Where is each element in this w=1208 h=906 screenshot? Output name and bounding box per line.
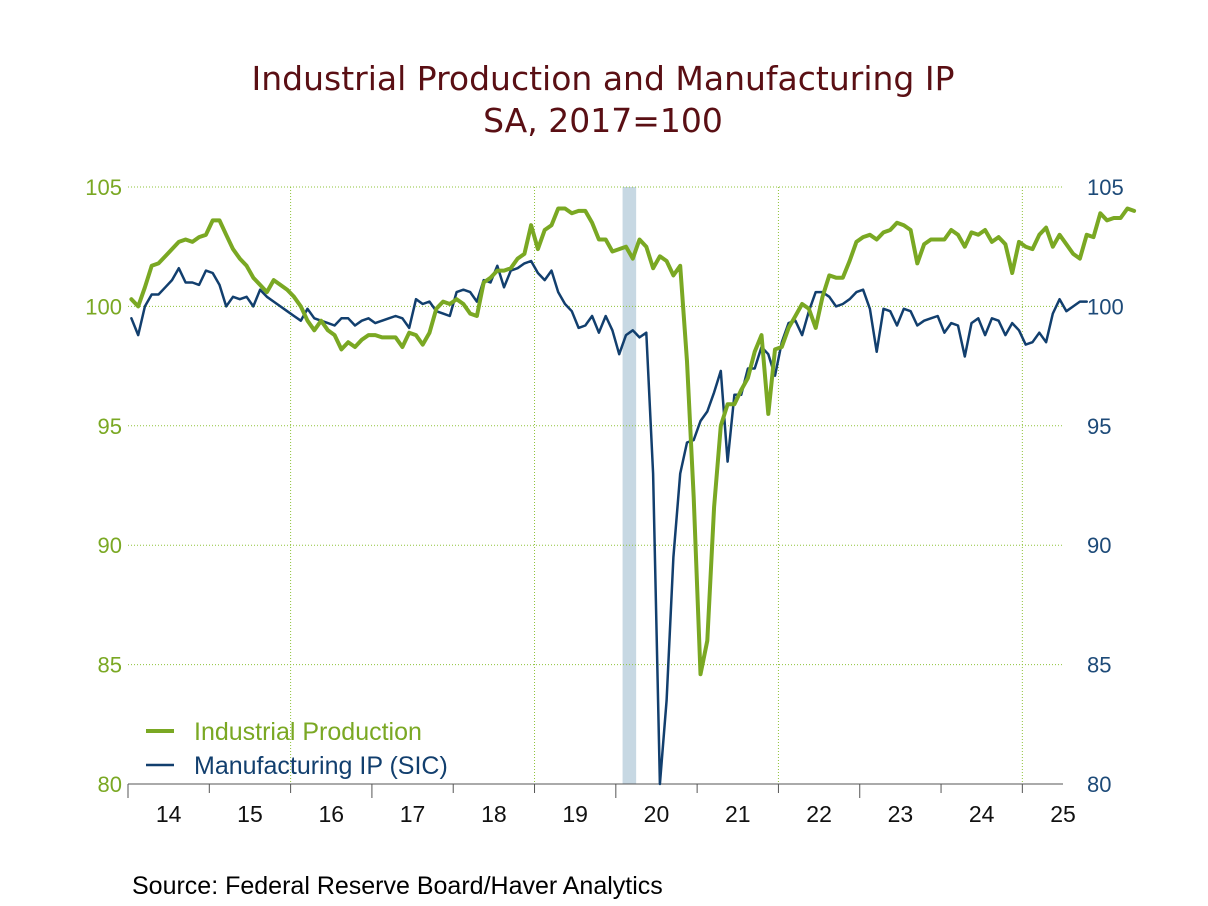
x-tick-label: 16	[318, 801, 344, 827]
x-tick-label: 22	[806, 801, 832, 827]
grid-layer	[128, 186, 1063, 784]
legend-industrial-production-label: Industrial Production	[194, 718, 422, 746]
y-tick-label-right: 80	[1087, 772, 1111, 797]
legend: Industrial Production Manufacturing IP (S…	[146, 718, 448, 780]
legend-manufacturing-ip-label: Manufacturing IP (SIC)	[194, 752, 448, 780]
series-layer	[129, 206, 1137, 786]
y-tick-label-left: 85	[98, 653, 122, 678]
x-tick-label: 24	[969, 801, 995, 827]
x-tick-label: 20	[644, 801, 670, 827]
x-tick-label: 21	[725, 801, 751, 827]
y-tick-label-left: 95	[98, 414, 122, 439]
x-tick-label: 23	[888, 801, 914, 827]
y-tick-label-right: 85	[1087, 653, 1111, 678]
y-tick-label-right: 90	[1087, 533, 1111, 558]
recession-band	[622, 187, 637, 784]
y-tick-label-left: 100	[85, 294, 122, 319]
y-tick-label-left: 80	[98, 772, 122, 797]
recession-layer	[622, 187, 637, 784]
chart-subtitle: SA, 2017=100	[483, 101, 723, 140]
x-tick-label: 15	[237, 801, 263, 827]
y-tick-label-left: 105	[85, 175, 122, 200]
x-tick-label: 18	[481, 801, 507, 827]
series-line-manufacturing-ip	[130, 259, 1088, 786]
y-tick-label-right: 100	[1087, 294, 1124, 319]
y-tick-label-right: 105	[1087, 175, 1124, 200]
chart-title: Industrial Production and Manufacturing …	[252, 59, 955, 98]
x-tick-label: 25	[1050, 801, 1076, 827]
y-tick-label-left: 90	[98, 533, 122, 558]
x-tick-label: 17	[400, 801, 426, 827]
series-line-industrial-production	[129, 206, 1137, 677]
axis-layer: 14 15 16 17 18 19 20 21 22 23 24 25 80 85 90 95 100 105 80…	[85, 175, 1123, 827]
x-tick-label: 19	[562, 801, 588, 827]
x-tick-label: 14	[156, 801, 182, 827]
source-note: Source: Federal Reserve Board/Haver Anal…	[132, 872, 663, 900]
y-tick-label-right: 95	[1087, 414, 1111, 439]
